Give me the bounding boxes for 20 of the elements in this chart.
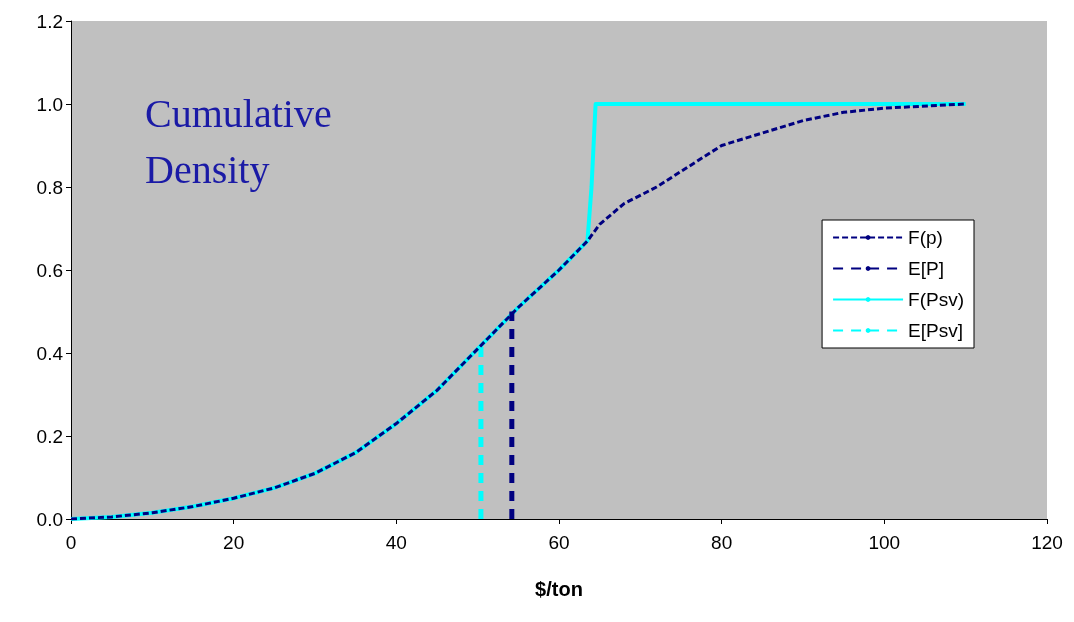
text: Cumulative Density: [145, 90, 342, 192]
x-tick-label: 60: [548, 532, 570, 553]
y-tick-label: 0.2: [36, 425, 63, 447]
x-axis-title: $/ton: [535, 578, 583, 600]
y-tick-label: 0.8: [36, 176, 63, 198]
x-tick-label: 80: [711, 532, 733, 553]
legend-label: E[Psv]: [908, 320, 963, 341]
y-tick-label: 0.4: [36, 342, 64, 364]
legend-label: F(p): [908, 227, 943, 248]
x-tick-label: 20: [223, 532, 245, 553]
legend-label: F(Psv): [908, 289, 964, 310]
y-tick-label: 1.0: [36, 93, 63, 115]
x-tick-label: 40: [385, 532, 407, 553]
y-tick-label: 0.6: [36, 259, 63, 281]
y-tick-label: 1.2: [36, 10, 63, 32]
x-tick-label: 100: [868, 532, 901, 553]
legend-label: E[P]: [908, 258, 944, 279]
x-tick-label: 0: [65, 532, 77, 553]
x-tick-label: 120: [1031, 532, 1063, 553]
y-tick-label: 0.0: [36, 508, 63, 530]
